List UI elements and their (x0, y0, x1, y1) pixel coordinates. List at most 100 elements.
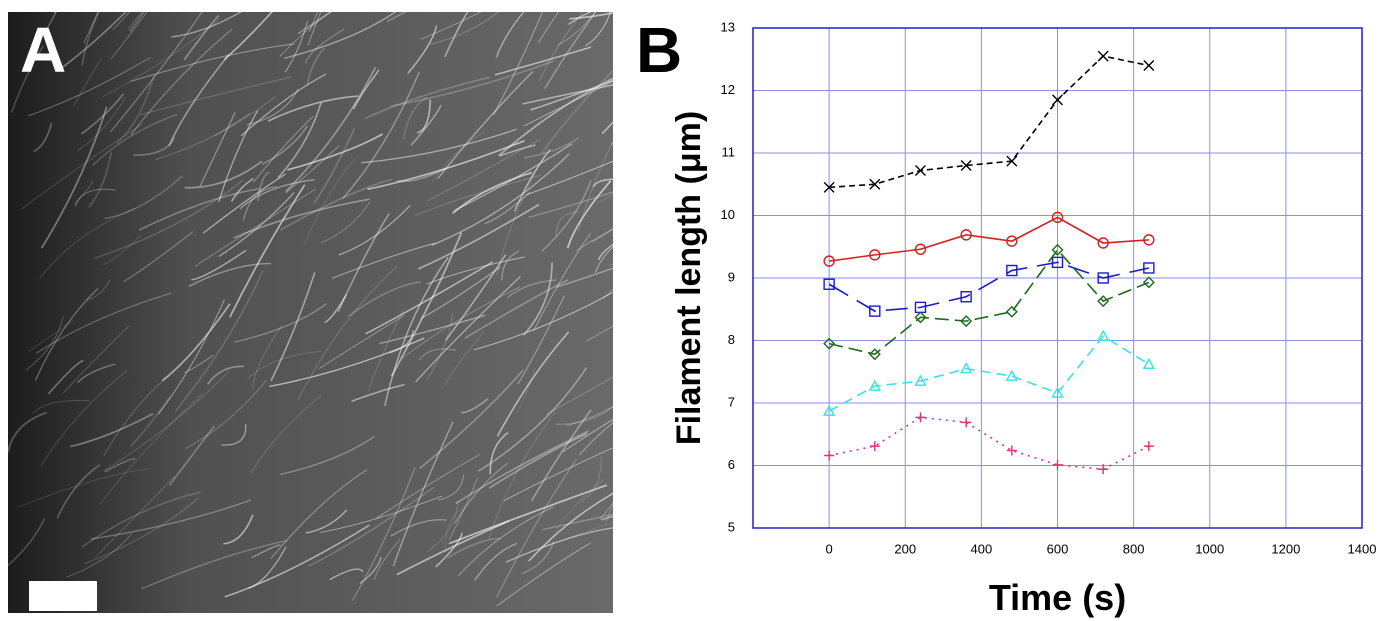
y-tick-label: 10 (721, 207, 735, 222)
filament (579, 422, 613, 456)
filament (473, 292, 613, 351)
filament (430, 12, 499, 45)
marker (914, 243, 927, 255)
filament (94, 180, 243, 259)
series-line (829, 216, 1149, 262)
x-tick-label: 800 (1123, 541, 1145, 556)
filament (287, 133, 384, 171)
filament (489, 432, 509, 475)
filament (25, 316, 64, 371)
filament (585, 325, 613, 342)
filament (88, 152, 113, 208)
filament (250, 395, 322, 475)
filament (495, 12, 525, 58)
filament (11, 45, 44, 113)
micrograph (8, 12, 613, 613)
filament (280, 435, 375, 476)
filament (309, 12, 318, 32)
filament (599, 502, 613, 520)
filament (596, 194, 613, 204)
filament (478, 367, 588, 472)
marker (823, 337, 836, 350)
filament (53, 12, 57, 14)
marker (1052, 94, 1063, 106)
filament (41, 369, 128, 466)
filament (168, 54, 230, 147)
filament (418, 348, 457, 361)
filament (546, 376, 613, 415)
filament (320, 201, 371, 244)
filament (373, 538, 401, 581)
filament (338, 204, 411, 256)
filament (431, 131, 486, 183)
marker (1143, 60, 1155, 71)
filament (347, 281, 421, 318)
filament (168, 425, 215, 486)
filament (474, 542, 518, 581)
marker (823, 181, 835, 193)
y-axis-label: Filament length (μm) (670, 111, 708, 445)
filament (522, 262, 553, 336)
x-tick-label: 400 (971, 541, 993, 556)
filament (538, 12, 559, 44)
filament (223, 12, 273, 61)
filament (141, 540, 288, 590)
filament (85, 279, 111, 301)
filament (251, 544, 282, 559)
filament (488, 410, 557, 540)
filament (270, 469, 368, 559)
filament (496, 147, 550, 276)
filament (81, 491, 201, 548)
filament (27, 57, 151, 117)
filament (270, 272, 316, 382)
filament (597, 243, 613, 261)
filament (365, 261, 494, 335)
filament (285, 145, 340, 194)
filament (390, 232, 463, 377)
filament (223, 514, 254, 545)
filament (427, 138, 542, 202)
filament (267, 95, 359, 122)
filament (420, 266, 501, 320)
filament (218, 191, 295, 258)
filament (73, 180, 94, 205)
filament (81, 12, 100, 66)
marker (1143, 441, 1154, 452)
filament (242, 186, 277, 221)
filament (91, 499, 251, 540)
filament (426, 256, 525, 285)
filament (447, 537, 502, 559)
filament (332, 242, 436, 279)
filament (562, 419, 613, 453)
filament (280, 178, 393, 231)
marker (914, 311, 927, 324)
filament (414, 174, 542, 217)
filament (130, 28, 233, 136)
filament (8, 518, 46, 566)
filament (542, 513, 613, 531)
filament (392, 421, 454, 567)
filament (359, 556, 382, 585)
filament (435, 532, 463, 568)
filament (576, 228, 613, 251)
filament (444, 12, 469, 58)
filament (351, 466, 416, 602)
filament (417, 203, 540, 270)
filament (337, 212, 390, 313)
filament (368, 308, 404, 391)
filament (499, 144, 536, 157)
filament (269, 337, 425, 388)
filament (516, 368, 536, 414)
filament (110, 12, 148, 60)
marker (1052, 459, 1063, 470)
filament (503, 447, 613, 502)
filament (252, 325, 282, 390)
filament (221, 424, 247, 446)
marker (1098, 464, 1109, 475)
filament (234, 303, 327, 343)
filament (248, 546, 287, 589)
filament (324, 294, 347, 324)
filament (461, 398, 489, 414)
filament (70, 412, 154, 448)
filament (123, 231, 194, 283)
